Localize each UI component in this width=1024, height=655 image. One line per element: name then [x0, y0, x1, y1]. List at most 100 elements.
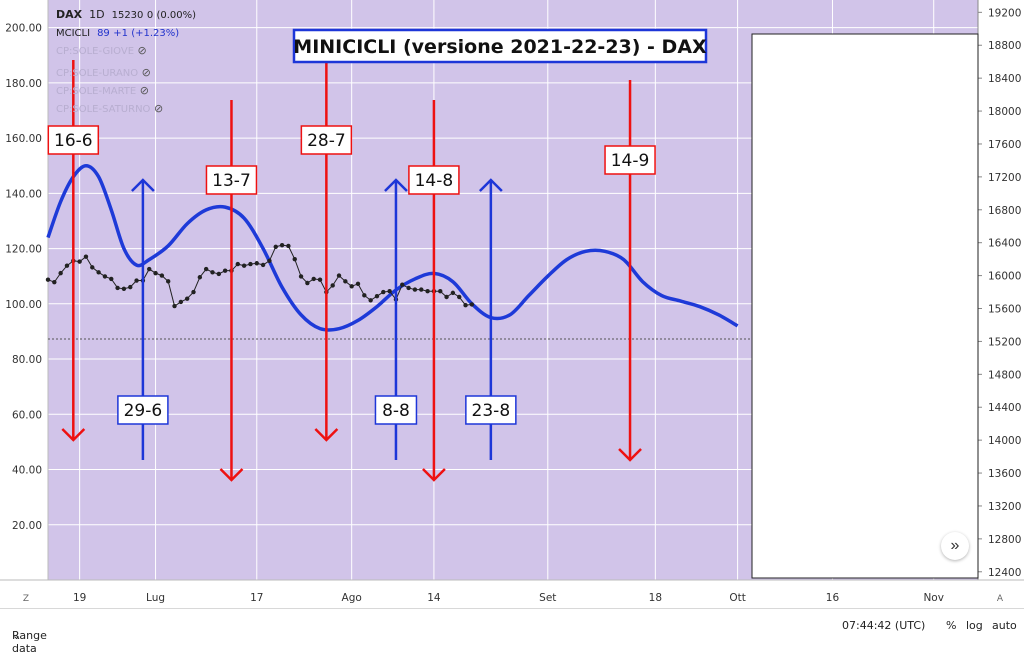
annotation-label-box	[300, 125, 353, 155]
right-axis-tick-label: 14400	[988, 402, 1021, 414]
data-point-dax	[191, 289, 196, 295]
data-point-dax	[134, 278, 139, 283]
left-axis-tick-label: 140.00	[5, 188, 42, 200]
top-arrow-head	[61, 428, 86, 442]
x-axis-tick-label: Lug	[146, 592, 165, 604]
percent-toggle[interactable]: %	[946, 619, 957, 632]
data-point-dax	[336, 273, 342, 278]
annotation-label: 14-8	[415, 171, 454, 191]
right-axis-tick-label: 12400	[988, 567, 1021, 579]
eye-off-icon[interactable]: ⊘	[141, 66, 151, 79]
data-point-dax	[400, 282, 405, 287]
data-point-dax	[450, 290, 456, 296]
data-point-dax	[286, 243, 291, 249]
data-point-dax	[463, 303, 468, 308]
data-point-dax	[166, 279, 171, 284]
clock-time: 07:44:42 (UTC)	[842, 619, 926, 632]
data-point-dax	[210, 270, 215, 275]
data-point-dax	[216, 271, 222, 277]
data-point-dax	[83, 254, 89, 259]
data-point-dax	[343, 279, 348, 284]
left-axis-tick-label: 80.00	[12, 354, 42, 366]
indicator-legend[interactable]: MCICLI 89 +1 (+1.23%)	[56, 26, 179, 39]
data-point-dax	[362, 293, 367, 298]
left-axis-tick-label: 100.00	[5, 299, 42, 311]
data-point-dax	[96, 270, 101, 275]
annotation-label-box	[408, 165, 460, 195]
data-point-dax	[153, 270, 158, 276]
hidden-indicator-3[interactable]: CP:SOLE-SATURNO ⊘	[56, 102, 163, 115]
x-axis-tick-label: Ago	[342, 592, 362, 604]
bottom-toolbar: Range data ⌄ 07:44:42 (UTC) % log auto	[0, 608, 1024, 655]
x-axis-tick-label: Set	[539, 592, 556, 604]
left-axis-tick-label: 180.00	[5, 78, 42, 90]
scroll-to-latest-button[interactable]: »	[941, 532, 969, 560]
indicator-value: 89	[97, 28, 110, 39]
annotation-label-box	[465, 395, 517, 425]
data-point-dax	[330, 283, 335, 288]
right-axis-tick-label: 16000	[988, 271, 1021, 283]
symbol-legend[interactable]: DAX 1D 15230 0 (0.00%)	[56, 8, 196, 21]
series-line-mcicli	[46, 163, 739, 332]
hidden-indicator-0[interactable]: CP:SOLE-GIOVE ⊘	[56, 44, 147, 57]
double-chevron-right-icon: »	[950, 537, 960, 554]
left-axis-tick-label: 160.00	[5, 133, 42, 145]
bottom-arrow-head	[384, 178, 408, 192]
data-point-dax	[273, 244, 278, 250]
hidden-indicator-label: CP:SOLE-URANO	[56, 68, 139, 79]
right-axis-tick-label: 19200	[988, 7, 1021, 19]
eye-off-icon[interactable]: ⊘	[139, 84, 149, 97]
top-arrow-head	[422, 468, 446, 482]
data-point-dax	[254, 261, 259, 266]
x-axis-tick-label: 17	[250, 592, 263, 604]
data-point-dax	[52, 279, 57, 285]
indicator-change: +1 (+1.23%)	[113, 28, 180, 39]
left-axis-tick-label: 60.00	[12, 409, 42, 421]
annotation-label: 14-9	[611, 151, 650, 171]
data-point-dax	[349, 284, 354, 289]
data-point-dax	[425, 289, 430, 294]
time-axis-panel	[0, 580, 1024, 608]
top-arrow-head	[219, 468, 244, 482]
right-axis-tick-label: 18000	[988, 106, 1021, 118]
hidden-indicator-1[interactable]: CP:SOLE-URANO ⊘	[56, 66, 151, 79]
data-point-dax	[298, 274, 304, 279]
x-axis-tick-label: Nov	[923, 592, 944, 604]
data-point-dax	[172, 303, 177, 309]
chart-title-box	[292, 28, 708, 64]
right-axis-tick-label: 15600	[988, 304, 1021, 316]
hidden-indicator-label: CP:SOLE-GIOVE	[56, 46, 135, 57]
symbol-name: DAX	[56, 8, 83, 21]
symbol-price: 15230	[111, 10, 144, 21]
right-axis-tick-label: 13600	[988, 468, 1021, 480]
bottom-arrow-head	[478, 178, 503, 192]
data-point-dax	[355, 281, 361, 287]
symbol-change: 0 (0.00%)	[146, 10, 197, 21]
data-point-dax	[248, 261, 253, 267]
right-axis-tick-label: 14000	[988, 435, 1021, 447]
hidden-indicator-label: CP:SOLE-MARTE	[56, 86, 137, 97]
data-point-dax	[222, 268, 228, 273]
chart-title: MINICICLI (versione 2021-22-23) - DAX	[293, 36, 707, 58]
left-axis-corner-button: Z	[23, 594, 29, 604]
log-toggle[interactable]: log	[966, 619, 983, 632]
data-point-dax	[368, 298, 373, 303]
right-axis-tick-label: 17200	[988, 172, 1021, 184]
data-point-dax	[469, 302, 475, 307]
right-axis-corner-button: A	[997, 594, 1004, 604]
data-point-dax	[387, 289, 392, 294]
annotation-label: 28-7	[307, 131, 346, 151]
annotation-label-box	[117, 395, 169, 425]
top-arrow-head	[314, 428, 339, 442]
x-axis-tick-label: 19	[73, 592, 86, 604]
annotation-label-box	[47, 125, 100, 155]
eye-off-icon[interactable]: ⊘	[153, 102, 164, 115]
data-point-dax	[178, 299, 184, 305]
auto-toggle[interactable]: auto	[992, 619, 1017, 632]
eye-off-icon[interactable]: ⊘	[137, 44, 147, 57]
data-point-dax	[121, 286, 127, 291]
hidden-indicator-2[interactable]: CP:SOLE-MARTE ⊘	[56, 84, 149, 97]
right-axis-tick-label: 14800	[988, 369, 1021, 381]
data-point-dax	[128, 284, 133, 290]
indicator-name: MCICLI	[56, 28, 91, 39]
